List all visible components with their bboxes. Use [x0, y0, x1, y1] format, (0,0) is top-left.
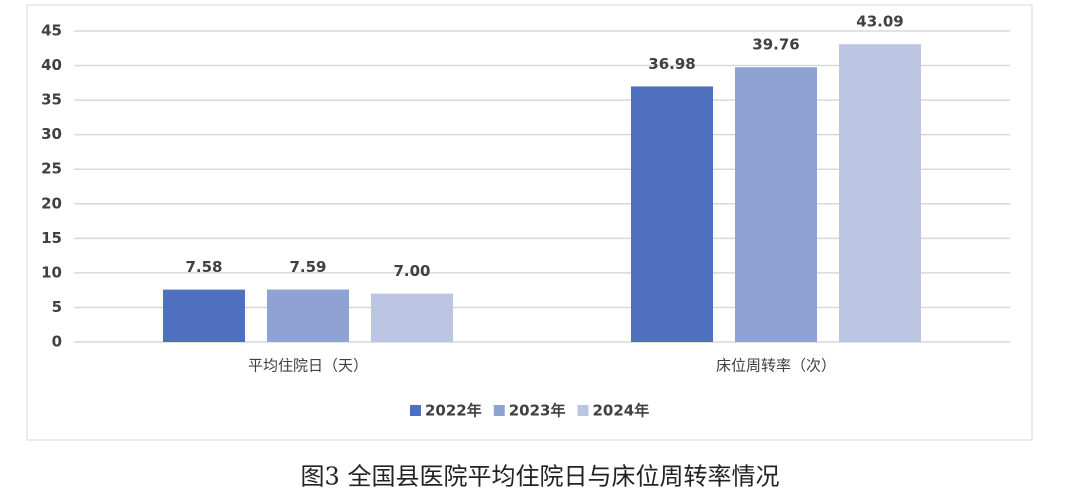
bar	[631, 86, 713, 342]
y-tick-label: 30	[41, 125, 62, 143]
y-tick-label: 40	[41, 56, 62, 74]
data-label: 7.58	[185, 258, 222, 276]
data-label: 39.76	[752, 36, 799, 54]
bar	[371, 293, 453, 342]
legend-swatch	[410, 405, 421, 416]
legend-swatch	[577, 405, 589, 416]
y-tick-label: 45	[41, 22, 62, 40]
y-tick-label: 5	[52, 298, 62, 316]
y-tick-label: 20	[41, 194, 62, 212]
data-label: 36.98	[648, 55, 695, 73]
legend-label: 2022年	[425, 402, 482, 420]
bar	[839, 44, 921, 342]
legend-label: 2023年	[509, 402, 566, 420]
y-tick-label: 25	[41, 160, 62, 178]
legend-swatch	[493, 405, 505, 416]
legend-label: 2024年	[593, 402, 650, 420]
x-tick-label: 床位周转率（次）	[716, 357, 836, 375]
data-label: 43.09	[856, 13, 903, 31]
data-label: 7.00	[393, 262, 430, 280]
bar	[163, 289, 245, 342]
y-tick-label: 35	[41, 91, 62, 109]
x-tick-label: 平均住院日（天）	[248, 357, 368, 375]
bar	[735, 67, 817, 342]
y-tick-label: 10	[41, 263, 62, 281]
bar	[267, 289, 349, 342]
data-label: 7.59	[289, 258, 326, 276]
y-tick-label: 0	[52, 333, 62, 351]
caption: 图3 全国县医院平均住院日与床位周转率情况	[301, 463, 780, 491]
y-tick-label: 15	[41, 229, 62, 247]
